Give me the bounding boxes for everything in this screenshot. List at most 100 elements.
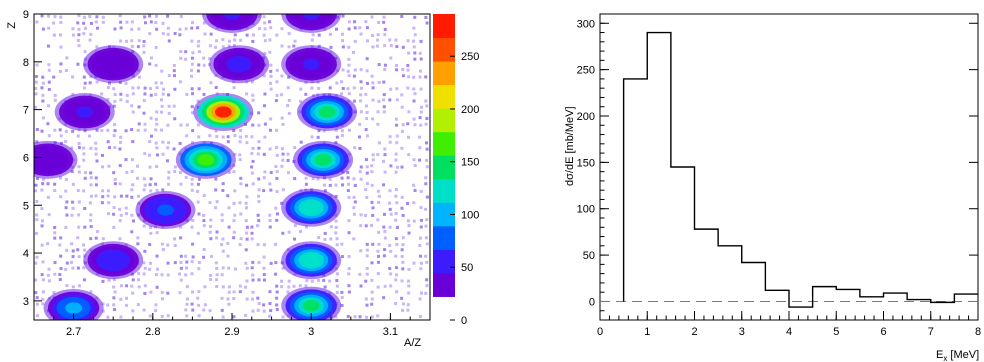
heatmap-cell <box>149 56 153 60</box>
cluster-level <box>318 106 336 118</box>
heatmap-cell <box>311 177 315 181</box>
heatmap-cell <box>341 14 345 18</box>
heatmap-cell <box>401 267 405 271</box>
heatmap-cell <box>413 123 417 127</box>
heatmap-cell <box>346 87 350 91</box>
colorbar-segment <box>433 249 455 274</box>
heatmap-cell <box>166 123 170 127</box>
heatmap-cell <box>112 104 116 108</box>
cluster-level <box>314 154 332 166</box>
heatmap-cell <box>275 128 279 132</box>
heatmap-cell <box>227 170 231 174</box>
heatmap-cell <box>395 225 399 229</box>
heatmap-cell <box>389 87 393 91</box>
heatmap-cell <box>388 135 392 139</box>
heatmap-cell <box>190 290 194 294</box>
heatmap-cell <box>196 189 200 193</box>
heatmap-cell <box>95 80 99 84</box>
heatmap-cell <box>347 219 351 223</box>
colorbar-tick-label: 150 <box>461 157 479 169</box>
heatmap-cell <box>383 236 387 240</box>
heatmap-cell <box>130 188 134 192</box>
heatmap-cell <box>280 116 284 120</box>
heatmap-cell <box>395 141 399 145</box>
heatmap-cell <box>119 26 123 30</box>
heatmap-cell <box>281 122 285 126</box>
heatmap-cell <box>287 285 291 289</box>
heatmap-cell <box>64 225 68 229</box>
heatmap-cell <box>172 104 176 108</box>
heatmap-cell <box>232 201 236 205</box>
heatmap-cell <box>82 152 86 156</box>
heatmap-cell <box>149 177 153 181</box>
heatmap-cell <box>239 38 243 42</box>
heatmap-cell <box>418 75 422 79</box>
heatmap-cell <box>208 309 212 313</box>
heatmap-cell <box>166 314 170 318</box>
heatmap-cell <box>214 206 218 210</box>
heatmap-cluster <box>135 191 196 230</box>
heatmap-cell <box>196 182 200 186</box>
heatmap-cell <box>179 182 183 186</box>
heatmap-cell <box>371 81 375 85</box>
heatmap-cell <box>257 278 261 282</box>
heatmap-cell <box>70 170 74 174</box>
heatmap-cell <box>359 110 363 114</box>
heatmap-cell <box>143 291 147 295</box>
heatmap-cell <box>268 147 272 151</box>
heatmap-cell <box>371 98 375 102</box>
heatmap-cell <box>34 231 38 235</box>
heatmap-cell <box>382 110 386 114</box>
heatmap-cell <box>53 128 57 132</box>
heatmap-cell <box>89 183 93 187</box>
heatmap-cell <box>286 104 290 108</box>
heatmap-cell <box>184 176 188 180</box>
heatmap-cell <box>382 20 386 24</box>
heatmap-cell <box>347 267 351 271</box>
heatmap-cell <box>275 68 279 72</box>
heatmap-cell <box>364 213 368 217</box>
heatmap-cell <box>406 303 410 307</box>
heatmap-cell <box>185 134 189 138</box>
heatmap-cell <box>202 213 206 217</box>
heatmap-cell <box>161 87 165 91</box>
heatmap-cell <box>47 87 51 91</box>
heatmap-cell <box>347 74 351 78</box>
heatmap-cell <box>131 309 135 313</box>
heatmap-cell <box>281 315 285 319</box>
heatmap-cell <box>346 314 350 318</box>
heatmap-cell <box>371 86 375 90</box>
heatmap-cell <box>58 278 62 282</box>
heatmap-cell <box>245 141 249 145</box>
heatmap-cell <box>101 165 105 169</box>
heatmap-cell <box>382 183 386 187</box>
heatmap-cell <box>244 231 248 235</box>
heatmap-cell <box>89 213 93 217</box>
heatmap-cell <box>329 237 333 241</box>
heatmap-cell <box>41 302 45 306</box>
heatmap-cell <box>232 236 236 240</box>
heatmap-cell <box>257 123 261 127</box>
heatmap-cell <box>251 39 255 43</box>
heatmap-cell <box>59 62 63 66</box>
heatmap-cell <box>233 134 237 138</box>
heatmap-cell <box>365 248 369 252</box>
heatmap-cell <box>280 285 284 289</box>
heatmap-cell <box>424 182 428 186</box>
heatmap-cell <box>286 158 290 162</box>
heatmap-cell <box>413 15 417 19</box>
heatmap-cell <box>119 135 123 139</box>
heatmap-cell <box>317 129 321 133</box>
heatmap-cell <box>401 123 405 127</box>
heatmap-cell <box>113 129 117 133</box>
heatmap-cluster <box>202 14 262 33</box>
heatmap-cell <box>287 111 291 115</box>
heatmap-cell <box>407 153 411 157</box>
colorbar-segment <box>433 272 455 297</box>
heatmap-cell <box>209 278 213 282</box>
heatmap-cell <box>41 99 45 103</box>
heatmap-cell <box>358 170 362 174</box>
heatmap-cell <box>377 254 381 258</box>
heatmap-cell <box>419 261 423 265</box>
histogram-x-tick-label: 8 <box>975 326 981 338</box>
